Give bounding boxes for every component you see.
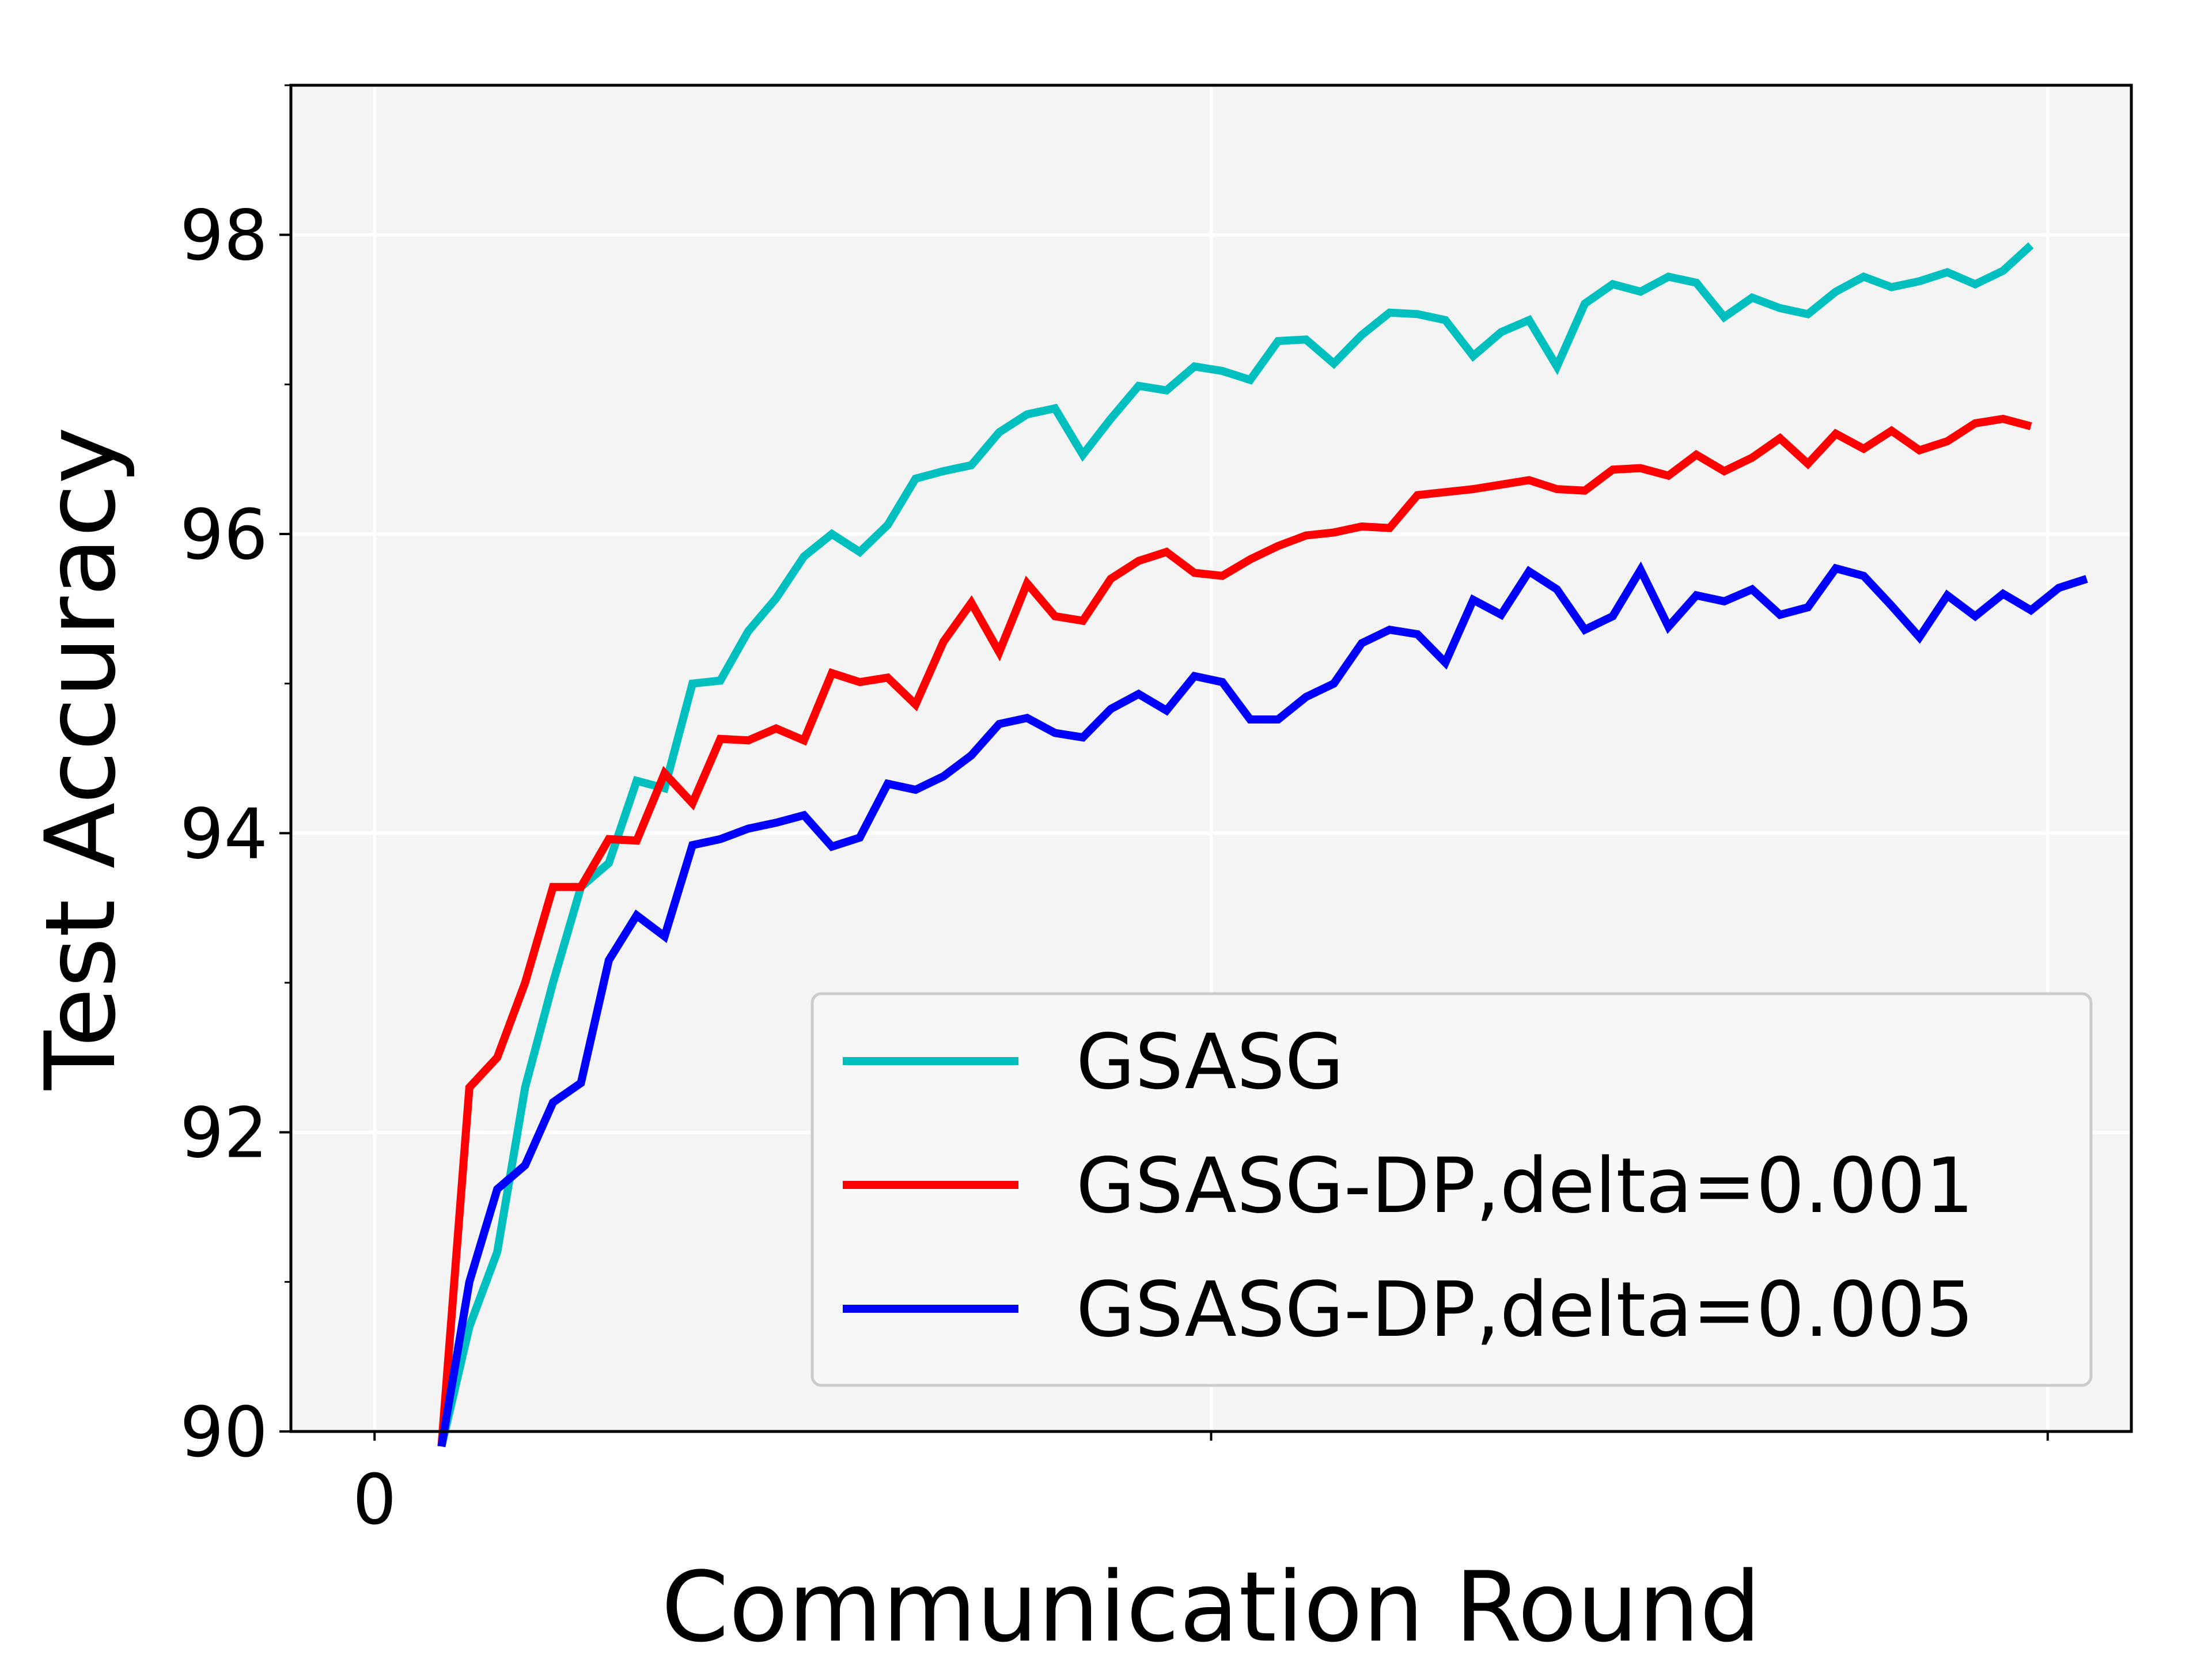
legend-label: GSASG-DP,delta=0.005 — [1076, 1266, 1974, 1354]
legend-label: GSASG — [1076, 1018, 1344, 1107]
y-tick-label: 94 — [180, 794, 268, 874]
y-tick-label: 96 — [180, 495, 268, 575]
legend: GSASG GSASG-DP,delta=0.001 GSASG-DP,delta=… — [810, 992, 2093, 1387]
series-line — [437, 561, 2088, 1448]
series-line — [437, 242, 2034, 1448]
y-tick-label: 90 — [180, 1393, 268, 1473]
x-tick-label: 0 — [353, 1460, 396, 1540]
x-axis-label: Communication Round — [661, 1551, 1761, 1659]
legend-items: GSASG GSASG-DP,delta=0.001 GSASG-DP,delta=… — [843, 1018, 1974, 1354]
legend-label: GSASG-DP,delta=0.001 — [1076, 1142, 1974, 1230]
axis-ticks: 0 90 92 94 96 98 — [180, 84, 2049, 1540]
y-axis-label: Test Accuracy — [24, 427, 137, 1090]
y-tick-label: 98 — [180, 196, 268, 276]
legend-box — [810, 992, 2093, 1387]
series-line — [437, 414, 2032, 1447]
series-lines — [437, 242, 2088, 1448]
y-tick-label: 92 — [180, 1094, 268, 1174]
